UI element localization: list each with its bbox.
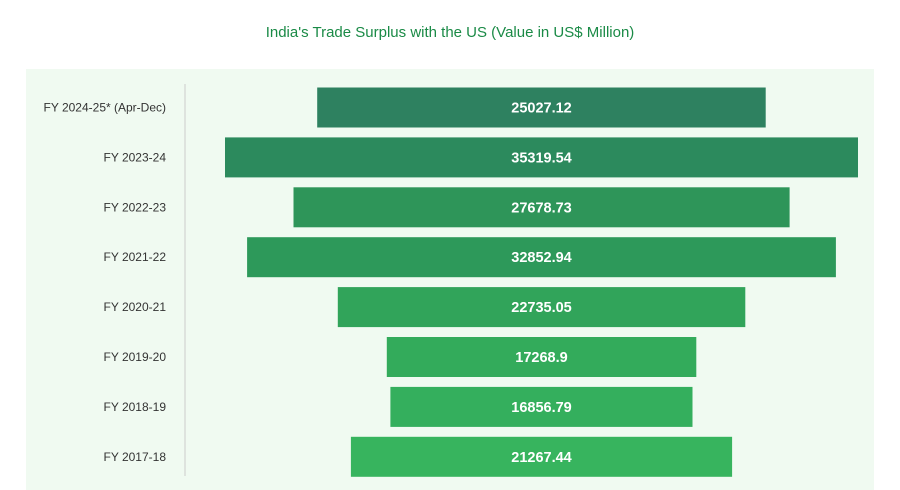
bar-4: [337, 287, 746, 328]
bar-value-label-5: 17268.9: [515, 350, 567, 366]
bar-value-label-6: 16856.79: [511, 400, 571, 416]
bar-value-label-2: 27678.73: [511, 200, 571, 216]
category-label-6: FY 2018-19: [104, 400, 167, 414]
category-label-1: FY 2023-24: [104, 150, 167, 164]
bar-value-label-3: 32852.94: [511, 250, 571, 266]
category-label-3: FY 2021-22: [104, 250, 167, 264]
bar-7: [350, 436, 733, 477]
bar-value-label-0: 25027.12: [511, 101, 571, 117]
chart-title: India's Trade Surplus with the US (Value…: [265, 24, 635, 41]
bar-value-label-4: 22735.05: [511, 300, 571, 316]
bar-value-label-7: 21267.44: [511, 450, 571, 466]
bar-2: [293, 187, 790, 228]
bar-3: [247, 237, 836, 278]
bar-0: [317, 87, 766, 128]
bar-1: [225, 137, 858, 178]
category-label-5: FY 2019-20: [104, 350, 167, 364]
category-label-4: FY 2020-21: [104, 300, 167, 314]
bar-value-label-1: 35319.54: [511, 150, 571, 166]
category-label-2: FY 2022-23: [104, 200, 167, 214]
bar-6: [390, 386, 693, 427]
category-label-0: FY 2024-25* (Apr-Dec): [44, 101, 167, 115]
bar-5: [386, 337, 697, 377]
category-label-7: FY 2017-18: [104, 450, 167, 464]
